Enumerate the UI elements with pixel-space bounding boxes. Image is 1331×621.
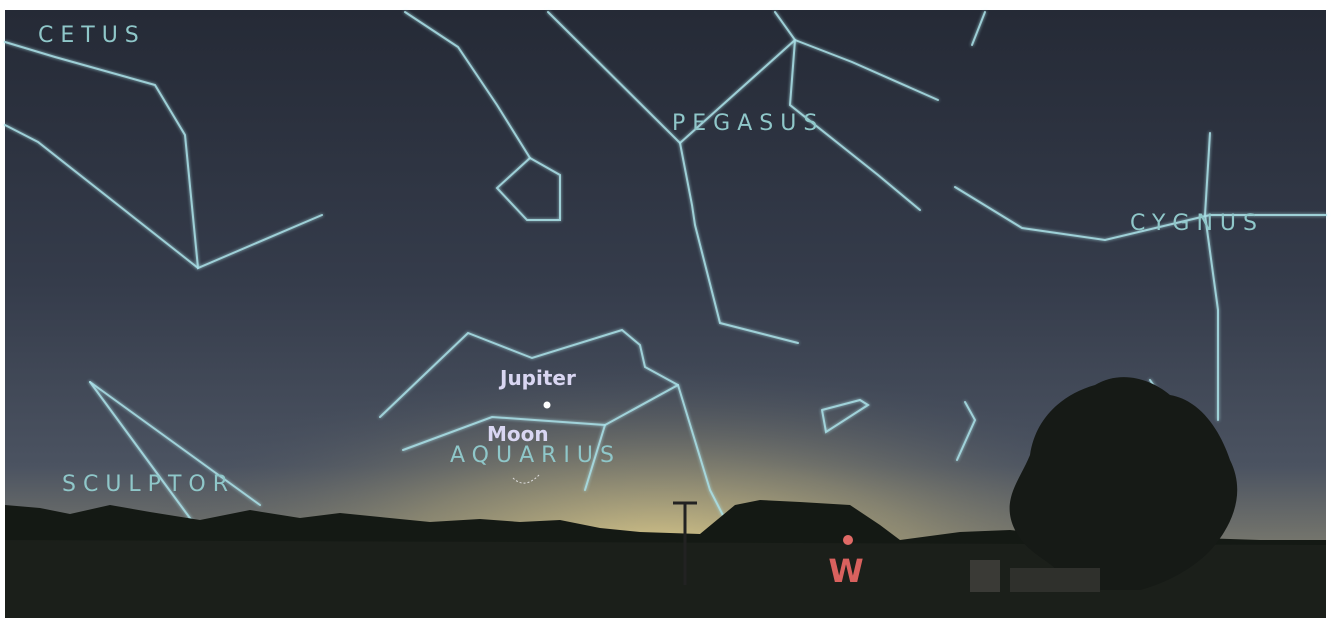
sky-view: CETUS PEGASUS CYGNUS SCULPTOR AQUARIUS J…	[0, 0, 1331, 621]
page: CETUS PEGASUS CYGNUS SCULPTOR AQUARIUS J…	[0, 0, 1331, 621]
jupiter-dot	[544, 402, 551, 409]
compass-label: W	[828, 552, 863, 590]
compass-dot	[843, 535, 853, 545]
constellation-label: CETUS	[38, 23, 146, 48]
constellation-label: SCULPTOR	[62, 472, 235, 497]
constellation-label: AQUARIUS	[450, 443, 621, 468]
building	[970, 560, 1000, 592]
object-label: Jupiter	[498, 366, 576, 390]
building	[1010, 568, 1100, 592]
object-label: Moon	[487, 422, 549, 446]
constellation-label: PEGASUS	[672, 111, 824, 136]
constellation-label: CYGNUS	[1130, 211, 1264, 236]
